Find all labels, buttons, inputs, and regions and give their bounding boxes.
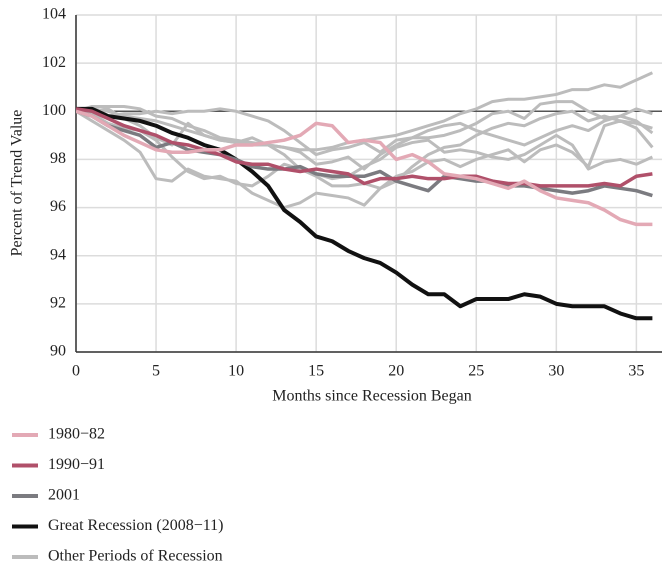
data-line	[76, 109, 653, 227]
data-line	[76, 107, 653, 188]
legend-label: 1980−82	[48, 426, 105, 443]
x-tick-label: 10	[228, 363, 244, 380]
x-tick-label: 20	[388, 363, 404, 380]
x-axis-label: Months since Recession Began	[272, 388, 472, 405]
data-line	[76, 100, 653, 171]
data-line	[76, 109, 653, 210]
y-tick-label: 100	[42, 102, 66, 119]
y-axis-label: Percent of Trend Value	[9, 110, 26, 257]
y-tick-label: 102	[42, 54, 66, 71]
x-tick-label: 30	[548, 363, 564, 380]
legend-label: Other Periods of Recession	[48, 548, 223, 565]
data-line	[76, 107, 654, 157]
data-line	[76, 107, 654, 181]
y-tick-label: 104	[42, 6, 66, 23]
data-line	[76, 106, 653, 321]
x-tick-label: 15	[308, 363, 324, 380]
y-tick-label: 96	[50, 198, 66, 215]
y-tick-label: 94	[50, 246, 66, 263]
legend-label: 1990−91	[48, 456, 105, 473]
x-tick-label: 0	[72, 363, 80, 380]
y-tick-label: 90	[50, 343, 66, 360]
x-tick-label: 35	[628, 363, 644, 380]
legend-label: 2001	[48, 487, 80, 504]
legend-label: Great Recession (2008−11)	[48, 517, 224, 534]
y-tick-label: 98	[50, 150, 66, 167]
x-tick-label: 25	[468, 363, 484, 380]
x-tick-label: 5	[152, 363, 160, 380]
y-tick-label: 92	[50, 295, 66, 312]
